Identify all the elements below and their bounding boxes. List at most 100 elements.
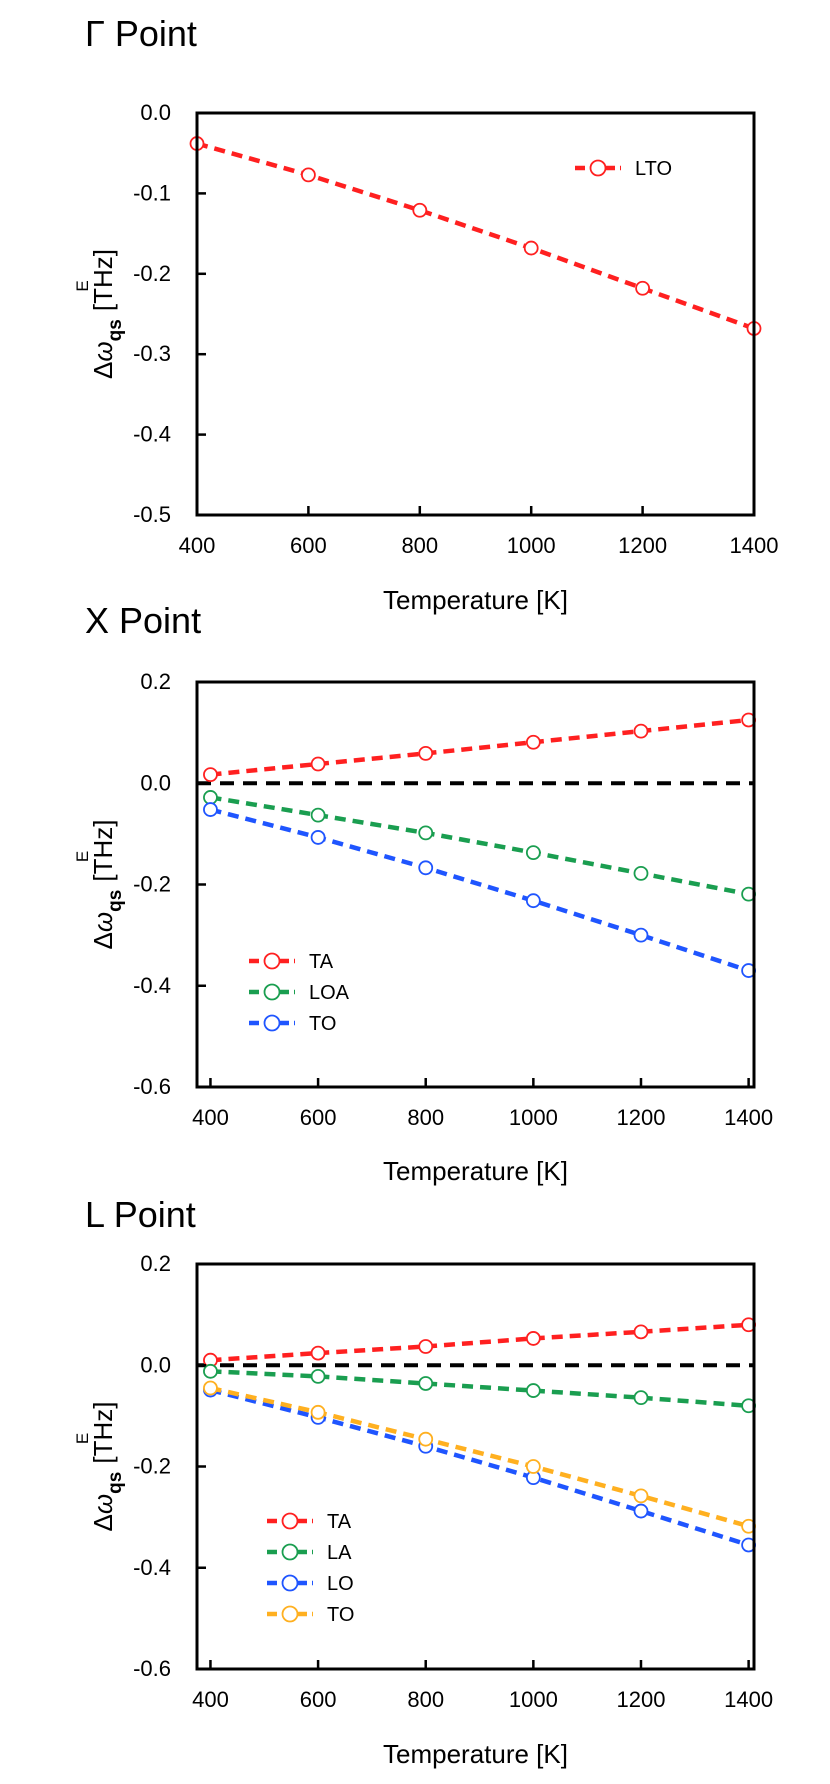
data-point: [310, 830, 326, 845]
series-to: [203, 1380, 757, 1534]
chart-panel: Γ Point 400 600 800 1000 1200 1400 0.0 -0.1 -0.2 -…: [73, 13, 778, 615]
y-tick-label: -0.3: [133, 341, 171, 366]
y-label-unit: [THz]: [88, 1402, 118, 1464]
data-point: [310, 1368, 326, 1384]
legend-item-ta: TA: [249, 951, 334, 973]
y-label-subscript: qs: [105, 890, 126, 912]
data-point: [525, 1383, 541, 1398]
data-point: [310, 756, 326, 772]
data-point: [633, 1488, 649, 1504]
data-point: [203, 802, 218, 817]
legend: TA LOA TO: [249, 951, 350, 1035]
x-axis: 400 600 800 1000 1200 1400: [192, 1078, 773, 1130]
series-line: [210, 1385, 750, 1529]
x-tick-label: 400: [192, 1105, 229, 1130]
series-to: [203, 802, 757, 978]
data-point: [310, 807, 326, 823]
legend-item-to: TO: [249, 1013, 336, 1035]
y-label-subscript: qs: [105, 1472, 126, 1494]
y-label-subscript: qs: [105, 319, 126, 341]
y-tick-label: -0.2: [133, 1454, 171, 1479]
legend-swatch-marker: [281, 1543, 299, 1561]
data-point: [633, 927, 649, 943]
y-label-omega: ω: [88, 341, 118, 361]
y-tick-label: -0.4: [133, 973, 171, 998]
y-label-omega: ω: [88, 912, 118, 932]
y-label-superscript: E: [73, 1433, 92, 1444]
x-axis: 400 600 800 1000 1200 1400: [192, 1660, 773, 1712]
legend-swatch-marker: [281, 1574, 299, 1592]
legend-swatch-marker: [589, 159, 607, 177]
data-point: [418, 1431, 434, 1447]
y-label-delta: Δ: [88, 362, 118, 379]
y-label-delta: Δ: [88, 932, 118, 949]
y-tick-label: -0.2: [133, 261, 171, 286]
x-tick-label: 1000: [509, 1105, 558, 1130]
y-tick-label: -0.4: [133, 422, 171, 447]
data-point: [635, 280, 650, 296]
y-label-unit: [THz]: [88, 249, 118, 311]
legend-label: LTO: [635, 158, 672, 180]
y-label-superscript: E: [73, 851, 92, 862]
legend-label: TO: [309, 1013, 336, 1035]
data-point: [203, 790, 218, 805]
x-tick-label: 600: [300, 1105, 337, 1130]
data-point: [523, 240, 539, 256]
chart-panel: L Point 400 600 800 1000 1200 1400 0.2 0.0 -0.2 -0…: [73, 1194, 773, 1769]
x-tick-label: 400: [192, 1687, 229, 1712]
legend-swatch-marker: [263, 983, 281, 1001]
x-tick-label: 800: [401, 533, 438, 558]
legend-item-loa: LOA: [249, 982, 350, 1004]
panel-title: Γ Point: [85, 13, 197, 54]
legend-swatch-marker: [281, 1605, 299, 1623]
y-tick-label: -0.4: [133, 1555, 171, 1580]
x-axis-label: Temperature [K]: [383, 1739, 568, 1769]
data-point: [418, 860, 434, 876]
data-point: [525, 1459, 541, 1474]
legend-label: TA: [309, 951, 334, 973]
y-label-omega: ω: [88, 1494, 118, 1514]
x-tick-label: 1400: [730, 533, 779, 558]
x-axis-label: Temperature [K]: [383, 585, 568, 615]
x-tick-label: 1000: [509, 1687, 558, 1712]
data-point: [633, 1390, 649, 1406]
data-point: [203, 1380, 218, 1396]
y-axis-label: Δωqs [THz]: [88, 820, 126, 950]
data-point: [525, 893, 541, 909]
y-tick-label: -0.1: [133, 180, 171, 205]
panel-title: L Point: [85, 1194, 196, 1235]
series-line: [210, 795, 750, 897]
legend-item-to: TO: [267, 1604, 354, 1626]
data-point: [633, 1503, 649, 1519]
series-line: [210, 717, 749, 777]
y-label-delta: Δ: [88, 1514, 118, 1531]
series-lo: [203, 1382, 757, 1553]
y-tick-label: 0.0: [140, 1352, 171, 1377]
data-point: [203, 767, 218, 783]
data-point: [203, 1363, 218, 1379]
legend-label: TA: [327, 1511, 352, 1533]
x-tick-label: 800: [407, 1105, 444, 1130]
y-tick-label: 0.0: [140, 770, 171, 795]
data-point: [412, 202, 428, 218]
series-ta: [203, 712, 757, 783]
plot-frame: [195, 111, 756, 517]
data-point: [310, 1345, 326, 1361]
series-line: [209, 1387, 750, 1548]
legend-label: LO: [327, 1573, 354, 1595]
x-tick-label: 400: [179, 533, 216, 558]
data-point: [418, 1339, 434, 1354]
series-line: [196, 141, 755, 331]
y-tick-label: -0.5: [133, 502, 171, 527]
y-axis-label: Δωqs [THz]: [88, 249, 126, 379]
data-point: [525, 845, 541, 861]
series-lto: [189, 136, 762, 336]
y-tick-label: -0.6: [133, 1656, 171, 1681]
data-point: [633, 723, 649, 739]
legend-item-lo: LO: [267, 1573, 354, 1595]
legend-swatch-marker: [281, 1512, 299, 1530]
y-axis: 0.2 0.0 -0.2 -0.4 -0.6: [133, 669, 206, 1099]
data-point: [310, 1404, 326, 1420]
x-tick-label: 1400: [724, 1105, 773, 1130]
